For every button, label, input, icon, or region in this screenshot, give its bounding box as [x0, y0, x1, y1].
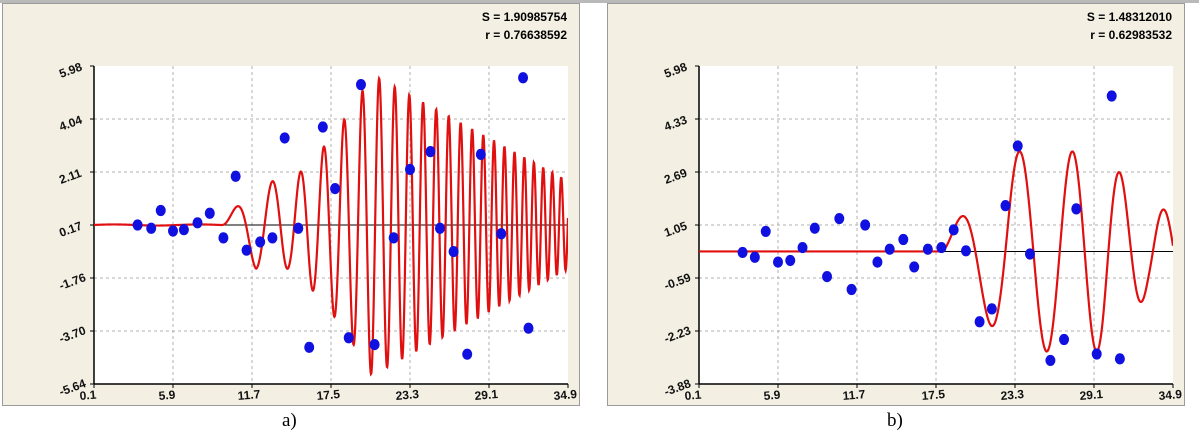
data-point — [1024, 248, 1035, 260]
data-point — [388, 232, 399, 244]
data-point — [1114, 353, 1125, 365]
data-point — [760, 225, 771, 238]
data-point — [204, 207, 215, 219]
chart-a-svg: 0.1 5.9 11.7 17.5 23.3 29.1 34.95.984.042.110.… — [3, 4, 579, 405]
data-point — [132, 219, 143, 231]
data-point — [462, 348, 473, 360]
data-point — [192, 217, 203, 229]
data-point — [218, 232, 229, 244]
data-point — [1012, 140, 1023, 152]
data-point — [872, 256, 883, 268]
data-point — [146, 222, 157, 234]
data-point — [860, 219, 871, 231]
x-tick-label: 23.3 — [395, 387, 420, 403]
model-curve — [699, 150, 1173, 353]
x-tick-label: 29.1 — [1079, 387, 1104, 403]
x-tick-label: 17.5 — [316, 387, 341, 403]
data-point — [230, 170, 241, 182]
fit-statistic-s: S = 1.90985754 — [482, 10, 567, 24]
data-point — [884, 243, 895, 255]
data-point — [304, 341, 315, 353]
data-point — [1059, 333, 1070, 346]
data-point — [155, 204, 166, 217]
data-point — [518, 72, 529, 84]
fit-statistic-r: r = 0.76638592 — [485, 28, 567, 42]
data-point — [1000, 200, 1011, 212]
data-point — [785, 254, 796, 267]
data-point — [960, 245, 971, 257]
data-point — [948, 224, 959, 236]
data-point — [496, 228, 507, 240]
data-point — [773, 256, 783, 268]
data-point — [448, 245, 459, 258]
x-tick-label: 5.9 — [158, 388, 176, 403]
panel-caption-b: b) — [887, 410, 903, 431]
chart-panel-a: 0.1 5.9 11.7 17.5 23.3 29.1 34.9 5.98 4.04 2.11 0.… — [2, 3, 580, 406]
data-point — [809, 222, 820, 234]
model-curve — [94, 75, 568, 377]
data-point — [1071, 203, 1082, 215]
x-tick-label: 23.3 — [1000, 387, 1025, 403]
data-point — [255, 236, 266, 248]
chart-b-svg: 0.1 5.9 11.7 17.5 23.3 29.1 34.95.984.332.691.… — [608, 4, 1184, 405]
data-point — [822, 271, 833, 283]
data-point — [974, 316, 985, 328]
data-point — [369, 338, 380, 351]
data-point — [737, 246, 748, 259]
data-point — [425, 146, 436, 158]
x-tick-label: 34.9 — [1158, 387, 1183, 403]
data-point — [317, 121, 328, 133]
data-point — [523, 322, 534, 334]
data-point — [267, 232, 278, 244]
data-point — [936, 241, 947, 254]
data-point — [434, 222, 445, 234]
fit-statistic-s: S = 1.48312010 — [1087, 10, 1172, 24]
chart-panel-b: 0.1 5.9 11.7 17.5 23.3 29.1 34.9 5.98 4.33 2.69 1.… — [607, 3, 1185, 406]
x-tick-label: 34.9 — [553, 387, 578, 403]
x-tick-label: 11.7 — [237, 387, 261, 403]
x-tick-label: 11.7 — [842, 387, 866, 403]
data-point — [797, 241, 808, 254]
data-point — [475, 148, 486, 160]
x-tick-label: 0.1 — [79, 388, 97, 403]
data-point — [909, 261, 920, 273]
data-point — [293, 222, 304, 234]
data-point — [355, 79, 366, 91]
data-point — [1106, 90, 1117, 102]
data-point — [279, 132, 290, 144]
data-point — [168, 225, 178, 237]
data-point — [986, 303, 997, 315]
data-point — [405, 163, 415, 176]
x-tick-label: 17.5 — [921, 387, 946, 403]
data-point — [1045, 354, 1056, 367]
data-point — [834, 212, 845, 225]
data-point — [343, 332, 354, 344]
data-point — [1091, 348, 1102, 360]
x-tick-label: 0.1 — [684, 388, 702, 403]
data-point — [846, 283, 857, 296]
data-point — [241, 244, 252, 256]
data-point — [330, 183, 341, 195]
top-rule — [0, 0, 1199, 3]
data-point — [749, 251, 760, 263]
panel-caption-a: a) — [282, 410, 297, 431]
data-point — [178, 224, 189, 236]
fit-statistic-r: r = 0.62983532 — [1090, 28, 1172, 42]
x-tick-label: 5.9 — [763, 388, 781, 403]
data-point — [898, 233, 909, 246]
x-tick-label: 29.1 — [474, 387, 499, 403]
data-point — [922, 243, 933, 255]
